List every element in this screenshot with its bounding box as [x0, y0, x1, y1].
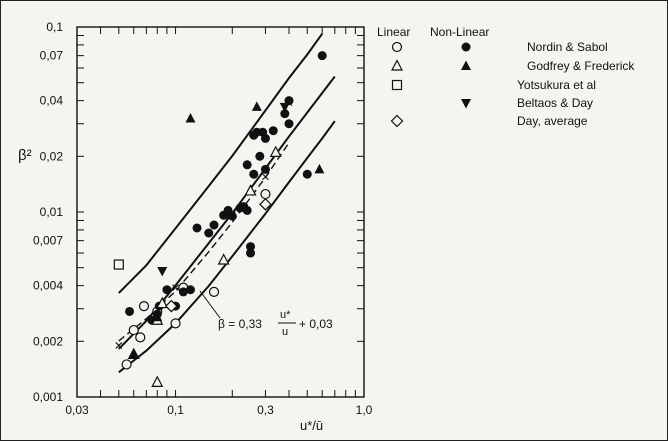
data-point-triangle-open — [151, 375, 164, 387]
data-point-circle-filled — [255, 151, 265, 161]
legend-label: Yotsukura et al — [517, 78, 596, 92]
data-point-circle-filled — [246, 242, 256, 252]
cross-stroke — [228, 211, 236, 218]
x-axis-label: u*/ū — [300, 418, 323, 433]
data-point-cross — [115, 342, 123, 349]
legend-marker-linear — [391, 79, 403, 91]
x-tick-label: 0,1 — [167, 403, 184, 417]
data-point-circle-open — [138, 300, 150, 312]
data-point-circle-filled — [209, 220, 219, 230]
data-point-circle-filled — [280, 109, 290, 119]
y-tick-label: 0,07 — [40, 49, 64, 63]
data-point-cross — [262, 173, 269, 181]
legend-label: Nordin & Sabol — [527, 40, 608, 54]
cross-stroke — [262, 173, 269, 181]
data-point-triangle-down-filled — [279, 102, 290, 113]
data-point-cross — [172, 284, 179, 292]
data-point-circle-filled — [317, 51, 327, 61]
data-point-circle-filled — [302, 169, 312, 179]
data-point-circle-filled — [178, 287, 188, 297]
data-point-triangle-filled — [185, 113, 196, 123]
chart-axes: 0,03 0,1 0,3 1,0 0,001 0,002 0,004 0,007 0,01 0,0… — [33, 20, 373, 417]
y-axis-label: β² — [18, 147, 32, 164]
data-point-circle-open — [121, 359, 132, 370]
legend-marker-linear — [391, 41, 403, 53]
data-point-triangle-open — [269, 145, 282, 157]
data-point-circle-filled — [227, 211, 237, 221]
data-point-triangle-filled — [128, 348, 139, 359]
legend-marker-nonlinear — [461, 60, 471, 70]
data-point-triangle-open — [217, 253, 230, 265]
envelope-curve — [118, 33, 324, 294]
data-point-circle-filled — [260, 164, 270, 174]
cross-stroke — [172, 284, 179, 292]
data-point-square-open — [113, 259, 124, 270]
y-tick-label: 0,002 — [33, 334, 63, 348]
cross-stroke — [285, 99, 293, 107]
y-tick-label: 0,04 — [40, 94, 64, 108]
y-tick-label: 0,007 — [33, 234, 63, 248]
equation-numerator: u* — [280, 309, 291, 321]
envelope-curve — [118, 120, 336, 374]
x-tick-label: 0,3 — [257, 403, 274, 417]
data-point-circle-filled — [242, 160, 252, 170]
legend-label: Day, average — [517, 114, 588, 128]
legend-label: Beltaos & Day — [517, 96, 593, 110]
data-point-triangle-open — [244, 184, 257, 196]
data-point-triangle-down-filled — [157, 266, 168, 277]
data-point-diamond-open — [259, 197, 272, 211]
equation-leader-line — [199, 290, 221, 319]
data-point-triangle-filled — [251, 101, 262, 111]
data-point-circle-open — [260, 188, 271, 200]
data-point-circle-open — [170, 318, 181, 329]
data-point-circle-filled — [246, 248, 256, 258]
data-point-diamond-open — [164, 299, 178, 313]
equation-annotation: β = 0,33 u* u + 0,03 — [199, 290, 333, 338]
data-point-triangle-filled — [152, 311, 163, 322]
data-point-circle-filled — [242, 205, 252, 215]
data-point-circle-open — [128, 324, 139, 336]
x-tick-label: 1,0 — [356, 403, 373, 417]
data-point-circle-filled — [284, 119, 294, 129]
legend-header-linear: Linear — [377, 25, 410, 39]
data-point-cross — [285, 99, 293, 107]
data-point-circle-filled — [268, 126, 278, 136]
equation-prefix: β = 0,33 — [218, 317, 262, 331]
legend-marker-nonlinear — [461, 99, 471, 109]
data-point-circle-filled — [260, 133, 270, 143]
y-tick-label: 0,1 — [46, 20, 63, 34]
data-point-circle-open — [135, 332, 146, 343]
data-point-triangle-open — [156, 296, 169, 309]
cross-stroke — [115, 342, 123, 349]
data-points — [113, 51, 327, 387]
equation-denominator: u — [282, 326, 288, 338]
data-point-triangle-filled — [314, 163, 325, 174]
legend-header-nonlinear: Non-Linear — [430, 25, 489, 39]
y-tick-label: 0,02 — [40, 149, 64, 163]
x-tick-label: 0,03 — [65, 403, 89, 417]
data-point-circle-filled — [185, 285, 195, 295]
y-tick-label: 0,004 — [33, 279, 63, 293]
legend-marker-linear — [390, 114, 404, 128]
legend-marker-linear — [391, 59, 403, 71]
legend: Linear Non-Linear Nordin & Sabol Godfrey … — [377, 25, 635, 128]
data-point-circle-open — [208, 286, 220, 297]
data-point-circle-filled — [249, 169, 259, 179]
data-point-circle-filled — [192, 223, 202, 233]
data-point-circle-filled — [204, 228, 214, 238]
data-point-circle-filled — [162, 285, 172, 295]
y-tick-label: 0,001 — [33, 390, 63, 404]
plot-area-border — [76, 26, 365, 398]
data-point-circle-filled — [284, 96, 294, 106]
data-point-cross — [228, 211, 236, 218]
y-tick-label: 0,01 — [40, 205, 64, 219]
data-point-circle-filled — [125, 306, 135, 316]
legend-marker-nonlinear — [461, 42, 471, 52]
equation-suffix: + 0,03 — [299, 317, 333, 331]
legend-label: Godfrey & Frederick — [527, 59, 635, 73]
